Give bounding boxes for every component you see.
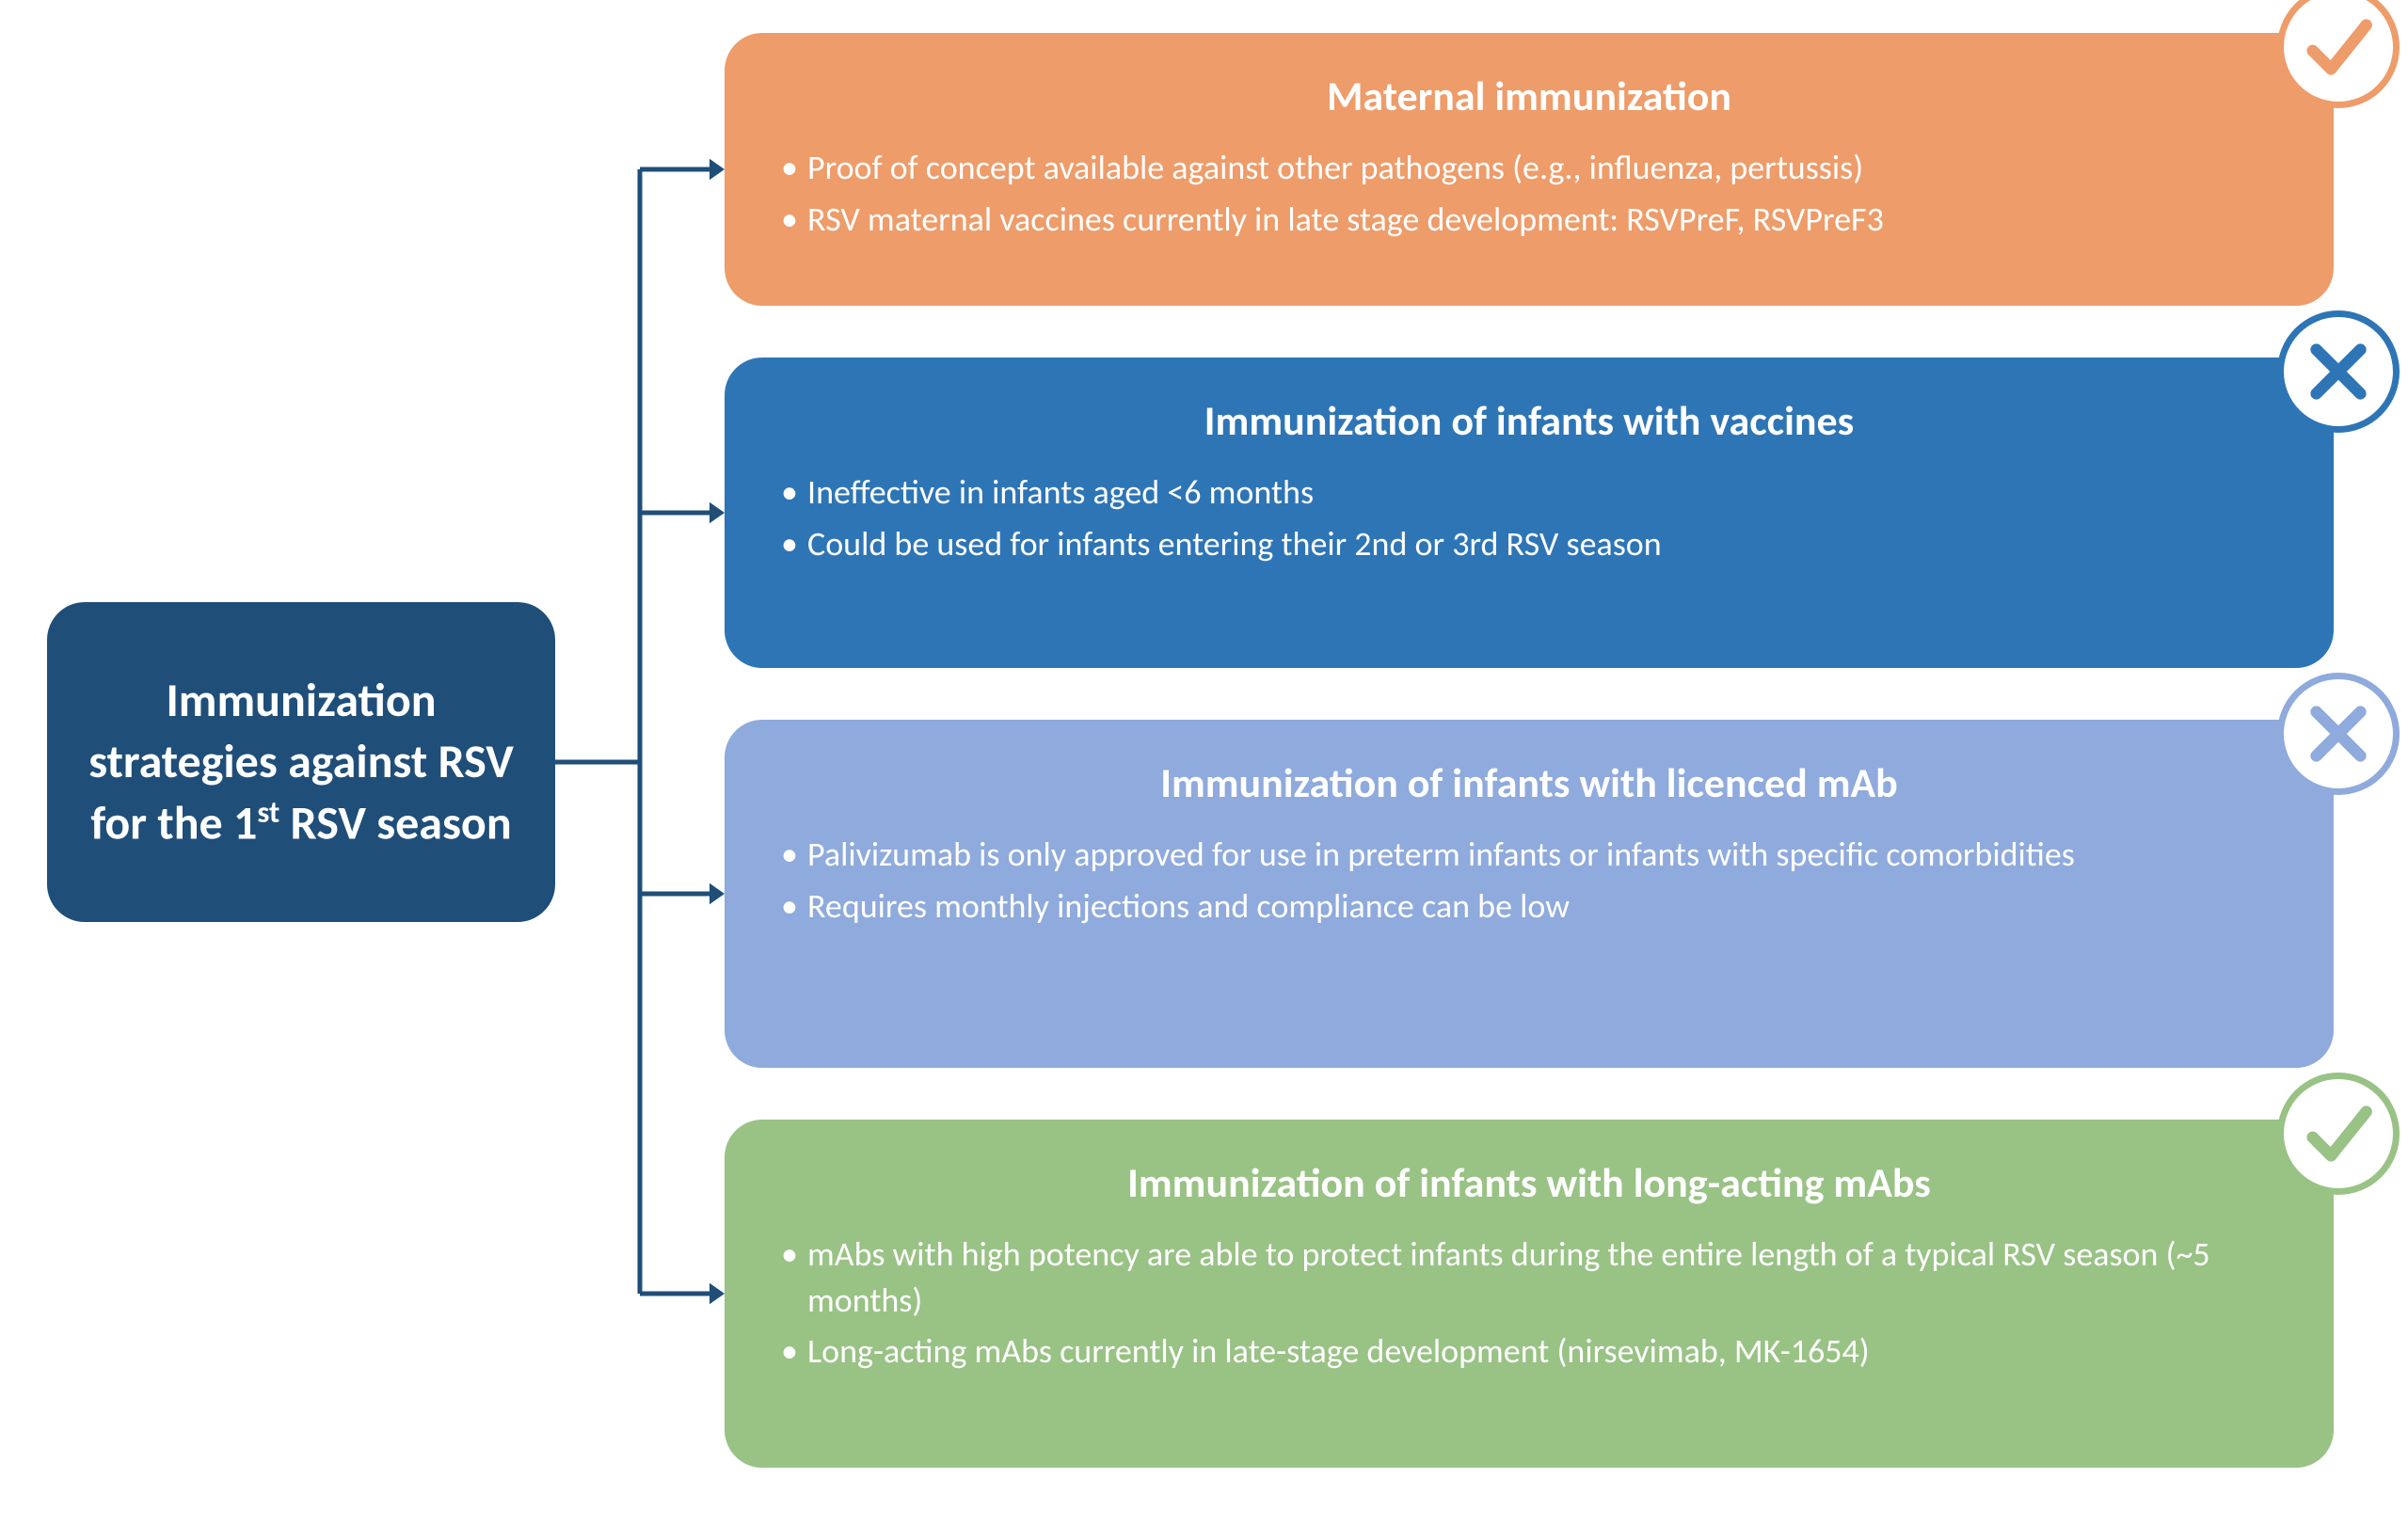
strategy-bullets: mAbs with high potency are able to prote… <box>781 1232 2277 1375</box>
cross-icon <box>2277 673 2400 795</box>
strategy-bullets: Proof of concept available against other… <box>781 145 2277 242</box>
bullet-item: Long-acting mAbs currently in late-stage… <box>781 1328 2277 1375</box>
cross-icon <box>2277 310 2400 433</box>
strategy-title: Immunization of infants with vaccines <box>781 395 2277 446</box>
bullet-item: Palivizumab is only approved for use in … <box>781 832 2277 878</box>
bullet-item: Could be used for infants entering their… <box>781 521 2277 567</box>
strategy-title: Immunization of infants with long-acting… <box>781 1157 2277 1208</box>
root-title: Immunization strategies against RSV for … <box>85 670 518 854</box>
check-icon <box>2277 1073 2400 1195</box>
strategy-box-maternal: Maternal immunization Proof of concept av… <box>725 33 2334 306</box>
root-strategy-box: Immunization strategies against RSV for … <box>47 602 555 922</box>
bullet-item: mAbs with high potency are able to prote… <box>781 1232 2277 1323</box>
bullet-item: Ineffective in infants aged <6 months <box>781 469 2277 516</box>
strategy-box-infant-vaccines: Immunization of infants with vaccines Ine… <box>725 358 2334 668</box>
strategy-title: Maternal immunization <box>781 71 2277 121</box>
bullet-item: Requires monthly injections and complian… <box>781 883 2277 930</box>
strategy-bullets: Palivizumab is only approved for use in … <box>781 832 2277 929</box>
bullet-item: Proof of concept available against other… <box>781 145 2277 191</box>
strategy-title: Immunization of infants with licenced mA… <box>781 757 2277 808</box>
strategy-box-licensed-mab: Immunization of infants with licenced mA… <box>725 720 2334 1068</box>
bullet-item: RSV maternal vaccines currently in late … <box>781 197 2277 243</box>
strategy-bullets: Ineffective in infants aged <6 months Cou… <box>781 469 2277 566</box>
strategy-box-long-acting-mab: Immunization of infants with long-acting… <box>725 1120 2334 1468</box>
